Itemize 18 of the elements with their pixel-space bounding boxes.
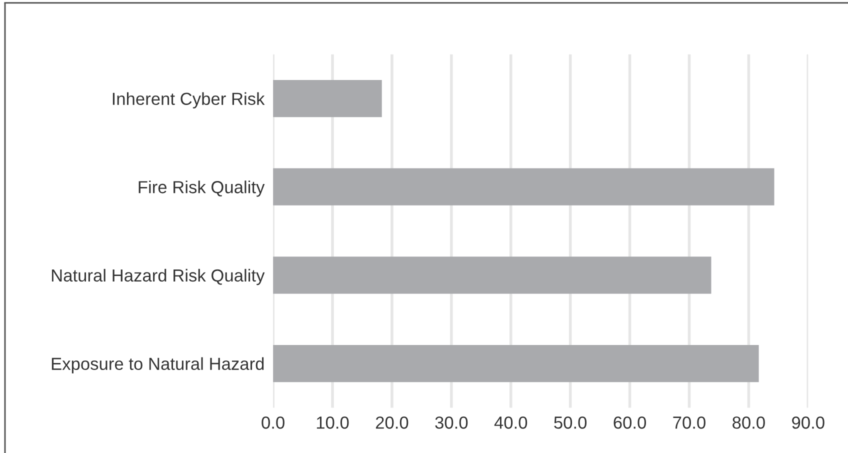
bar bbox=[273, 80, 382, 118]
bar bbox=[273, 168, 774, 206]
x-tick-label: 40.0 bbox=[494, 416, 528, 429]
y-tick-label: Exposure to Natural Hazard bbox=[52, 357, 264, 374]
x-tick-label: 60.0 bbox=[614, 416, 646, 429]
y-tick-label: Inherent Cyber Risk bbox=[112, 92, 265, 108]
bar bbox=[273, 344, 759, 382]
y-tick-label: Fire Risk Quality bbox=[138, 180, 265, 197]
x-tick-label: 10.0 bbox=[316, 416, 349, 429]
x-tick-label: 90.0 bbox=[792, 416, 824, 429]
x-tick-label: 0.0 bbox=[262, 416, 284, 429]
x-tick-label: 70.0 bbox=[673, 416, 706, 429]
x-tick-label: 80.0 bbox=[732, 416, 765, 429]
bar bbox=[273, 256, 712, 294]
x-tick-label: 20.0 bbox=[376, 416, 408, 429]
x-tick-label: 50.0 bbox=[554, 416, 587, 429]
x-tick-label: 30.0 bbox=[435, 416, 468, 429]
y-tick-label: Natural Hazard Risk Quality bbox=[52, 268, 265, 286]
